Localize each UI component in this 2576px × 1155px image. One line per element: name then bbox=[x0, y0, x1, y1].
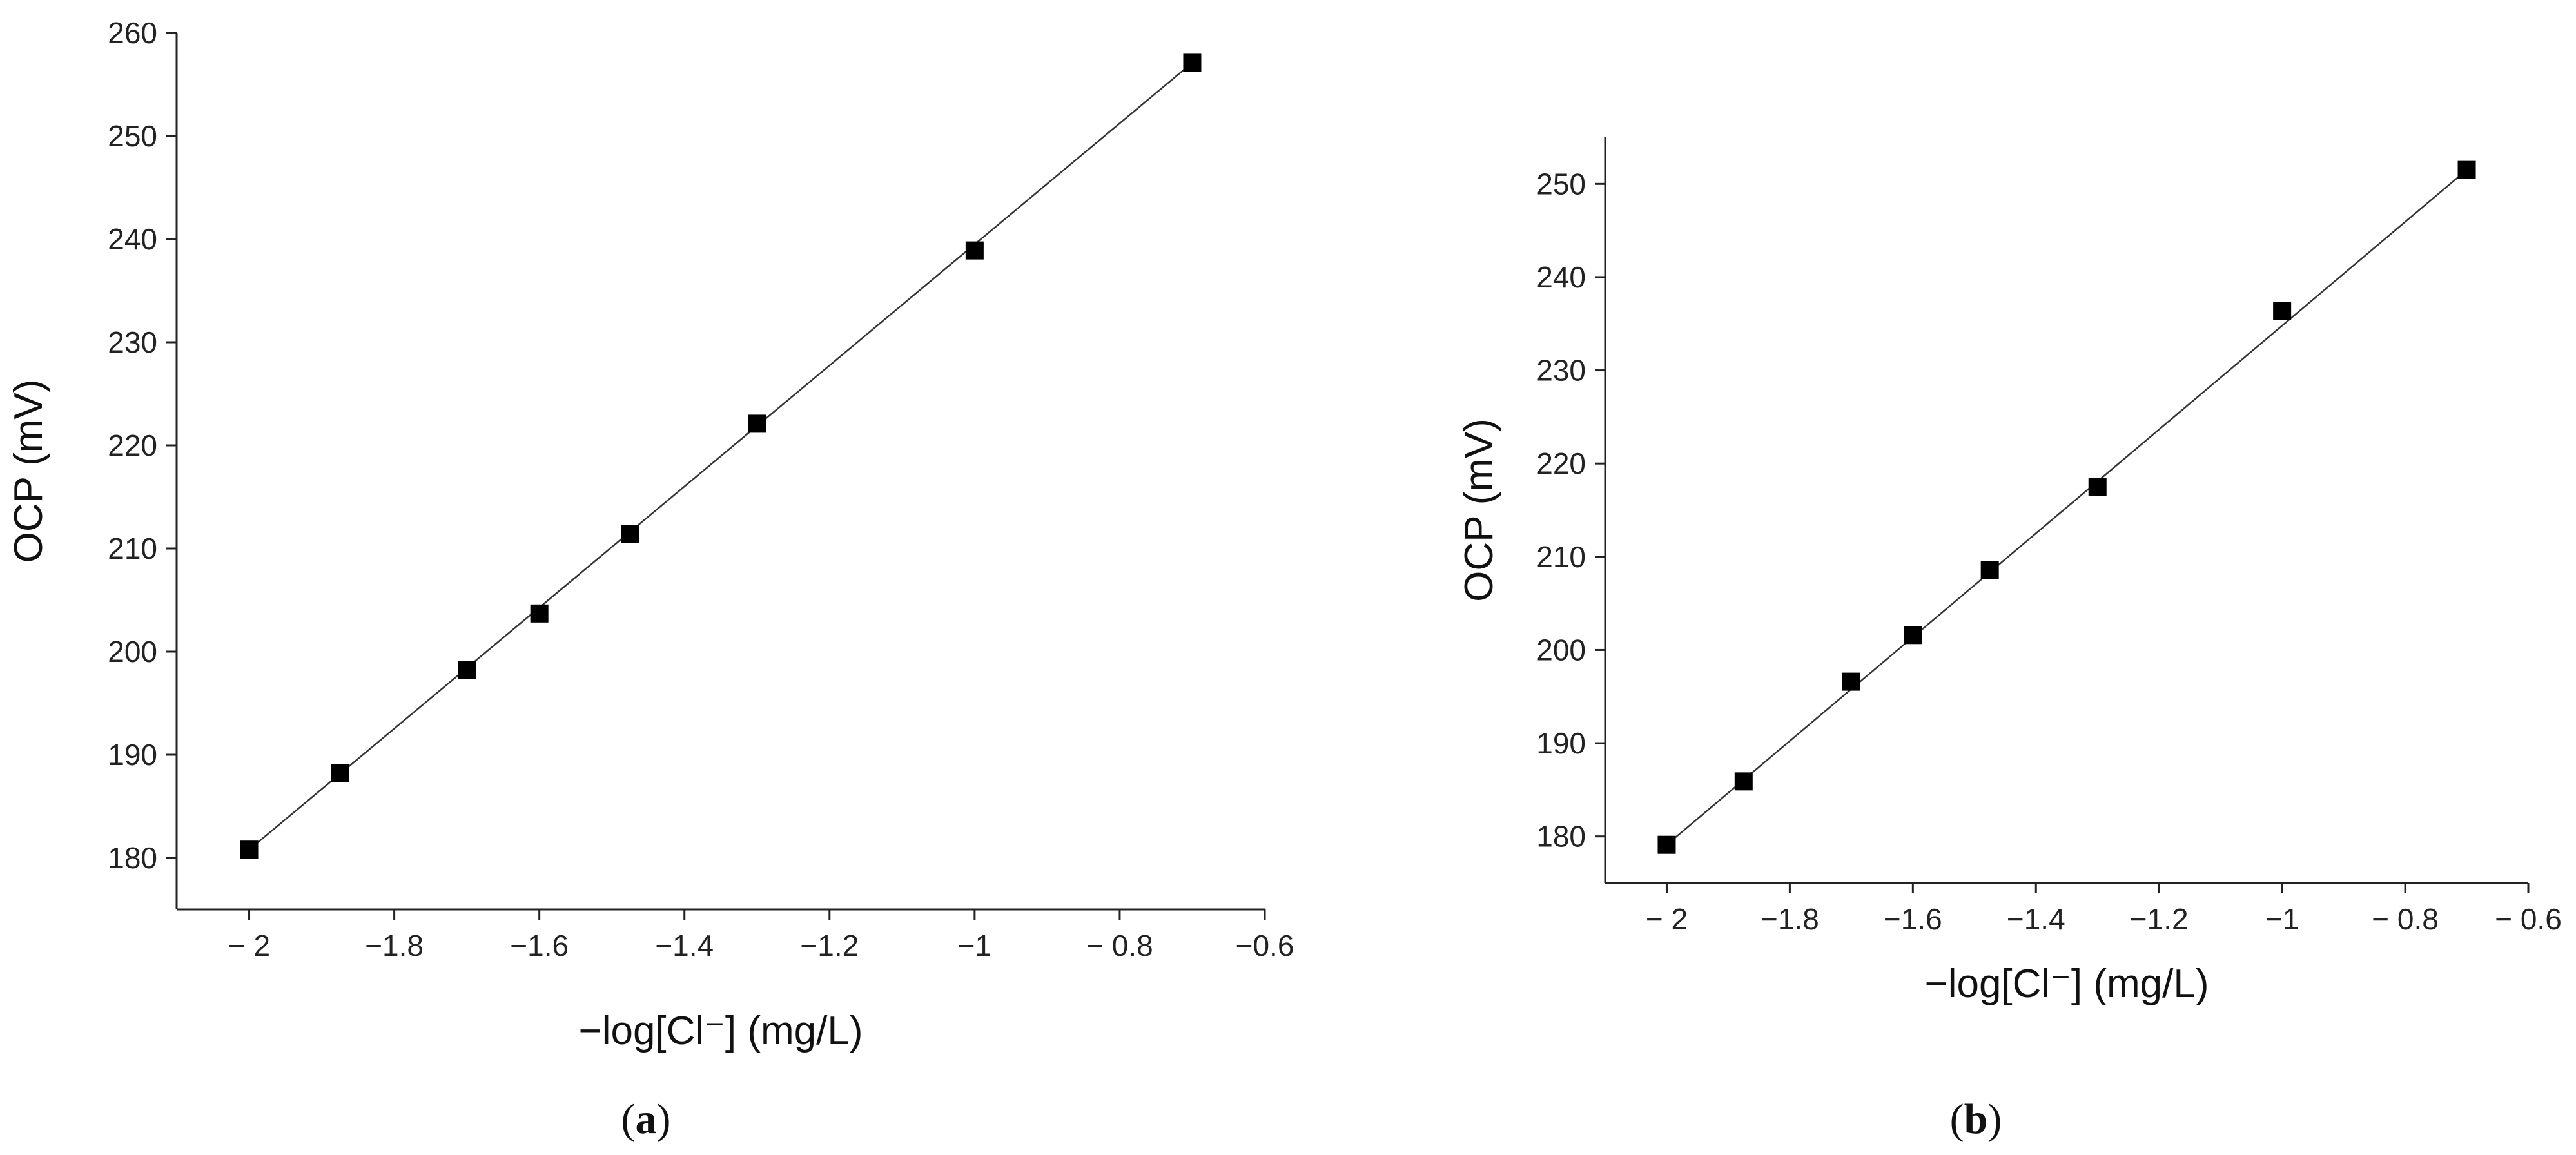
x-tick-label: −1.4 bbox=[655, 929, 714, 962]
x-axis-title: −log[Cl⁻] (mg/L) bbox=[578, 1009, 863, 1053]
x-tick-label: −1 bbox=[958, 929, 991, 962]
data-point bbox=[1657, 835, 1676, 854]
data-point bbox=[1980, 561, 1999, 579]
x-tick-label: −1.6 bbox=[510, 929, 569, 962]
data-point bbox=[1842, 672, 1860, 691]
data-point bbox=[240, 840, 259, 859]
y-axis-title: OCP (mV) bbox=[6, 380, 51, 563]
x-tick-label: −1.6 bbox=[1884, 902, 1942, 936]
data-point bbox=[2273, 302, 2292, 320]
panel-label-a: (a) bbox=[621, 1096, 671, 1143]
y-axis-title: OCP (mV) bbox=[1457, 418, 1501, 602]
y-tick-label: 230 bbox=[108, 325, 157, 359]
data-point bbox=[2457, 160, 2476, 179]
x-tick-label: −1.2 bbox=[2130, 902, 2189, 936]
fit-line bbox=[248, 62, 1193, 851]
data-point bbox=[1183, 53, 1202, 72]
x-tick-label: − 2 bbox=[1646, 902, 1688, 936]
y-tick-label: 200 bbox=[108, 635, 157, 668]
x-tick-label: − 0.6 bbox=[2495, 902, 2562, 936]
x-tick-label: −1.4 bbox=[2007, 902, 2065, 936]
y-tick-label: 240 bbox=[108, 222, 157, 256]
data-point bbox=[458, 661, 476, 679]
x-tick-label: − 0.8 bbox=[1086, 929, 1153, 962]
y-tick-label: 180 bbox=[1536, 820, 1586, 853]
data-point bbox=[621, 525, 639, 543]
x-tick-label: −1.8 bbox=[1761, 902, 1819, 936]
x-axis-title: −log[Cl⁻] (mg/L) bbox=[1924, 962, 2209, 1006]
x-tick-label: −1 bbox=[2265, 902, 2299, 936]
fit-line bbox=[1666, 169, 2468, 846]
data-point bbox=[748, 414, 766, 433]
y-tick-label: 210 bbox=[108, 532, 157, 565]
y-tick-label: 220 bbox=[1536, 447, 1586, 480]
y-tick-label: 250 bbox=[1536, 167, 1586, 200]
y-tick-label: 190 bbox=[1536, 726, 1586, 760]
x-tick-label: −0.6 bbox=[1236, 929, 1294, 962]
x-tick-label: − 0.8 bbox=[2372, 902, 2439, 936]
data-point bbox=[331, 764, 349, 782]
data-point bbox=[965, 241, 984, 260]
y-tick-label: 200 bbox=[1536, 633, 1586, 666]
y-tick-label: 220 bbox=[108, 429, 157, 462]
x-tick-label: − 2 bbox=[228, 929, 270, 962]
y-tick-label: 210 bbox=[1536, 540, 1586, 574]
y-tick-label: 180 bbox=[108, 841, 157, 875]
x-tick-label: −1.8 bbox=[365, 929, 424, 962]
data-point bbox=[1904, 626, 1922, 645]
data-point bbox=[1734, 772, 1753, 791]
chart-panel-b: − 2 −1.8 −1.6 −1.4 −1.2 −1 − 0.8 − 0.6 180 190 200… bbox=[1457, 137, 2562, 1006]
panel-label-b: (b) bbox=[1950, 1096, 2002, 1143]
y-tick-label: 240 bbox=[1536, 260, 1586, 294]
y-tick-label: 250 bbox=[108, 119, 157, 153]
y-tick-label: 230 bbox=[1536, 354, 1586, 387]
y-tick-label: 260 bbox=[108, 16, 157, 50]
y-tick-label: 190 bbox=[108, 738, 157, 772]
data-point bbox=[530, 604, 549, 623]
data-point bbox=[2088, 478, 2107, 496]
chart-panel-a: − 2 −1.8 −1.6 −1.4 −1.2 −1 − 0.8 −0.6 180 190 200 2… bbox=[6, 16, 1294, 1053]
x-tick-label: −1.2 bbox=[800, 929, 859, 962]
